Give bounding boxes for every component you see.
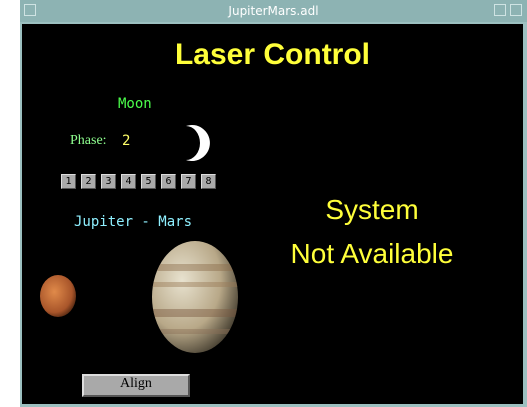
maximize-button[interactable] [510, 4, 522, 16]
display-title: Laser Control [22, 38, 523, 72]
phase-button[interactable]: 8 [201, 174, 216, 189]
phase-button[interactable]: 6 [161, 174, 176, 189]
jupiter-image [152, 241, 238, 353]
status-line: Not Available [262, 232, 482, 276]
phase-button[interactable]: 2 [81, 174, 96, 189]
phase-button[interactable]: 1 [61, 174, 76, 189]
page: JupiterMars.adl La [0, 0, 527, 407]
align-button[interactable]: Align [82, 374, 190, 397]
window-title: JupiterMars.adl [228, 4, 318, 18]
window-menu-button[interactable] [24, 4, 36, 16]
phase-button[interactable]: 5 [141, 174, 156, 189]
phase-value: 2 [122, 133, 130, 149]
moon-crescent [186, 125, 210, 161]
status-text: System Not Available [262, 188, 482, 276]
minimize-button[interactable] [494, 4, 506, 16]
title-bar: JupiterMars.adl [20, 0, 527, 22]
planets-label: Jupiter - Mars [74, 214, 192, 230]
moon-label: Moon [118, 96, 152, 112]
window: JupiterMars.adl La [20, 0, 527, 407]
phase-button[interactable]: 3 [101, 174, 116, 189]
phase-button[interactable]: 4 [121, 174, 136, 189]
mars-image [40, 275, 76, 317]
status-line: System [262, 188, 482, 232]
phase-button[interactable]: 7 [181, 174, 196, 189]
phase-label: Phase: [70, 133, 107, 149]
